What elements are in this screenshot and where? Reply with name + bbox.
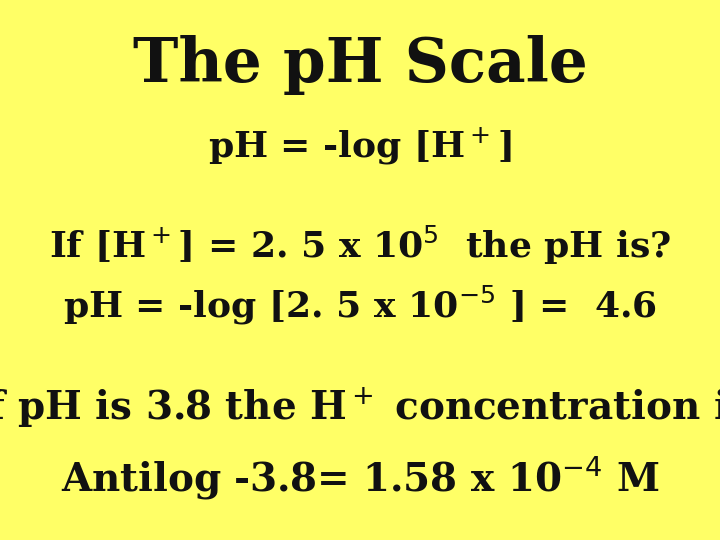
- Text: The pH Scale: The pH Scale: [132, 35, 588, 95]
- Text: If [H$^+$] = 2. 5 x 10$^5$  the pH is?: If [H$^+$] = 2. 5 x 10$^5$ the pH is?: [49, 224, 671, 267]
- Text: If pH is 3.8 the H$^+$ concentration is: If pH is 3.8 the H$^+$ concentration is: [0, 386, 720, 430]
- Text: pH = -log [H$^+$]: pH = -log [H$^+$]: [208, 125, 512, 167]
- Text: pH = -log [2. 5 x 10$^{-5}$ ] =  4.6: pH = -log [2. 5 x 10$^{-5}$ ] = 4.6: [63, 284, 657, 327]
- Text: Antilog -3.8= 1.58 x 10$^{-4}$ M: Antilog -3.8= 1.58 x 10$^{-4}$ M: [60, 454, 660, 502]
